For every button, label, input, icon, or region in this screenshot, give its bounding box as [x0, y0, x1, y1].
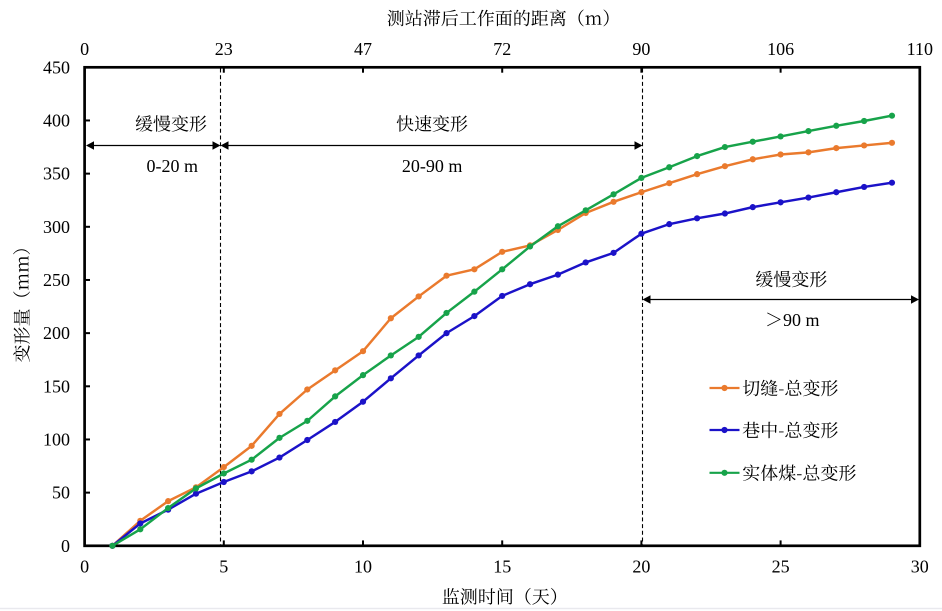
svg-text:90: 90	[632, 39, 650, 59]
svg-text:15: 15	[493, 557, 511, 577]
svg-text:400: 400	[43, 111, 70, 131]
svg-text:100: 100	[43, 430, 70, 450]
svg-text:25: 25	[772, 557, 790, 577]
svg-text:150: 150	[43, 376, 70, 396]
svg-text:5: 5	[219, 557, 228, 577]
svg-text:200: 200	[43, 323, 70, 343]
svg-text:0: 0	[80, 39, 89, 59]
svg-text:50: 50	[52, 483, 70, 503]
svg-text:23: 23	[215, 39, 233, 59]
svg-text:47: 47	[354, 39, 372, 59]
svg-text:106: 106	[767, 39, 794, 59]
svg-text:0-20 m: 0-20 m	[147, 156, 199, 176]
svg-text:10: 10	[354, 557, 372, 577]
svg-text:90 m: 90 m	[783, 310, 820, 330]
svg-text:300: 300	[43, 217, 70, 237]
svg-text:72: 72	[493, 39, 511, 59]
svg-text:30: 30	[911, 557, 929, 577]
svg-text:20: 20	[632, 557, 650, 577]
svg-text:0: 0	[80, 557, 89, 577]
svg-text:110: 110	[907, 39, 933, 59]
svg-text:0: 0	[61, 536, 70, 556]
svg-text:350: 350	[43, 164, 70, 184]
svg-text:250: 250	[43, 270, 70, 290]
svg-text:450: 450	[43, 57, 70, 77]
svg-text:20-90 m: 20-90 m	[402, 156, 463, 176]
